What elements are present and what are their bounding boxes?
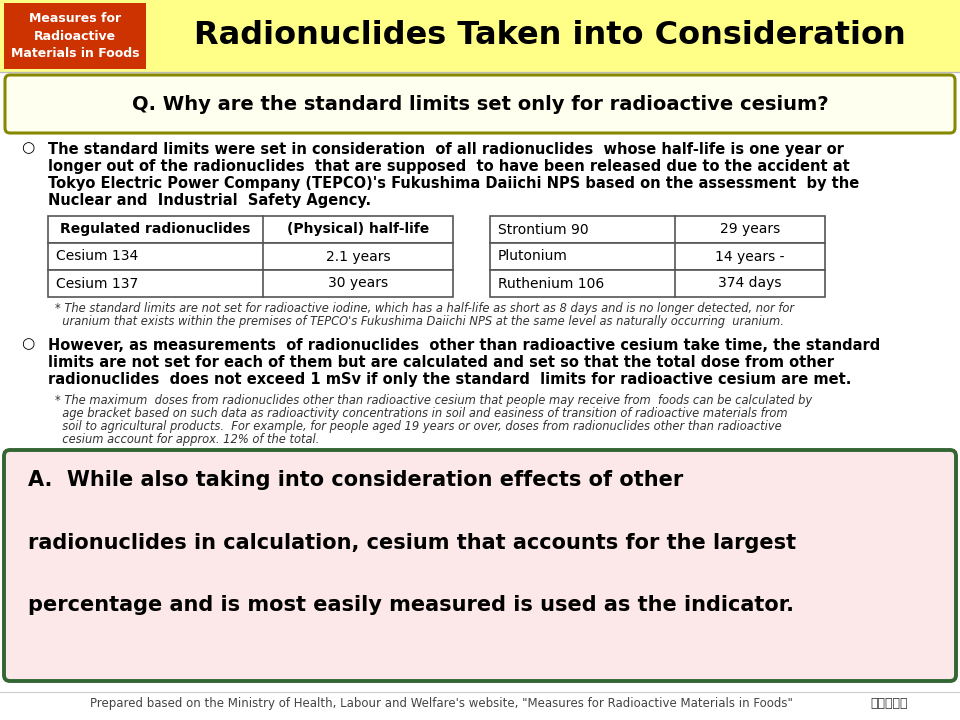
Text: Tokyo Electric Power Company (TEPCO)'s Fukushima Daiichi NPS based on the assess: Tokyo Electric Power Company (TEPCO)'s F… <box>48 176 859 191</box>
Bar <box>48 216 453 243</box>
Text: 30 years: 30 years <box>328 276 388 290</box>
Text: 374 days: 374 days <box>718 276 781 290</box>
Text: The standard limits were set in consideration  of all radionuclides  whose half-: The standard limits were set in consider… <box>48 142 844 157</box>
FancyBboxPatch shape <box>4 450 956 681</box>
Bar <box>490 270 825 297</box>
Text: Q. Why are the standard limits set only for radioactive cesium?: Q. Why are the standard limits set only … <box>132 94 828 114</box>
Text: Prepared based on the Ministry of Health, Labour and Welfare's website, "Measure: Prepared based on the Ministry of Health… <box>90 697 793 710</box>
Bar <box>0 0 960 72</box>
Text: uranium that exists within the premises of TEPCO's Fukushima Daiichi NPS at the : uranium that exists within the premises … <box>55 315 784 328</box>
Text: Regulated radionuclides: Regulated radionuclides <box>60 222 251 236</box>
Text: percentage and is most easily measured is used as the indicator.: percentage and is most easily measured i… <box>28 595 794 615</box>
Text: Measures for
Radioactive
Materials in Foods: Measures for Radioactive Materials in Fo… <box>11 12 139 60</box>
Bar <box>4 3 146 69</box>
Text: A.  While also taking into consideration effects of other: A. While also taking into consideration … <box>28 470 684 490</box>
Text: Plutonium: Plutonium <box>498 250 568 264</box>
Text: 29 years: 29 years <box>720 222 780 236</box>
Text: Nuclear and  Industrial  Safety Agency.: Nuclear and Industrial Safety Agency. <box>48 193 372 208</box>
Text: limits are not set for each of them but are calculated and set so that the total: limits are not set for each of them but … <box>48 355 834 370</box>
Text: ○: ○ <box>21 140 35 156</box>
Text: Cesium 137: Cesium 137 <box>56 276 138 290</box>
Text: * The maximum  doses from radionuclides other than radioactive cesium that peopl: * The maximum doses from radionuclides o… <box>55 394 812 407</box>
Text: cesium account for approx. 12% of the total.: cesium account for approx. 12% of the to… <box>55 433 320 446</box>
Text: age bracket based on such data as radioactivity concentrations in soil and easin: age bracket based on such data as radioa… <box>55 407 787 420</box>
Text: Cesium 134: Cesium 134 <box>56 250 138 264</box>
Text: 厚生労働省: 厚生労働省 <box>870 697 907 710</box>
Bar <box>490 216 825 243</box>
Text: * The standard limits are not set for radioactive iodine, which has a half-life : * The standard limits are not set for ra… <box>55 302 794 315</box>
Text: longer out of the radionuclides  that are supposed  to have been released due to: longer out of the radionuclides that are… <box>48 159 850 174</box>
Text: radionuclides in calculation, cesium that accounts for the largest: radionuclides in calculation, cesium tha… <box>28 533 796 552</box>
Bar <box>48 270 453 297</box>
Text: 14 years -: 14 years - <box>715 250 784 264</box>
Text: Ruthenium 106: Ruthenium 106 <box>498 276 604 290</box>
Text: (Physical) half-life: (Physical) half-life <box>287 222 429 236</box>
FancyBboxPatch shape <box>5 75 955 133</box>
Text: ○: ○ <box>21 336 35 351</box>
Text: soil to agricultural products.  For example, for people aged 19 years or over, d: soil to agricultural products. For examp… <box>55 420 781 433</box>
Text: radionuclides  does not exceed 1 mSv if only the standard  limits for radioactiv: radionuclides does not exceed 1 mSv if o… <box>48 372 852 387</box>
Bar <box>490 243 825 270</box>
Text: 2.1 years: 2.1 years <box>325 250 391 264</box>
Bar <box>48 243 453 270</box>
Text: However, as measurements  of radionuclides  other than radioactive cesium take t: However, as measurements of radionuclide… <box>48 338 880 353</box>
Text: Strontium 90: Strontium 90 <box>498 222 588 236</box>
Text: Radionuclides Taken into Consideration: Radionuclides Taken into Consideration <box>194 20 906 52</box>
